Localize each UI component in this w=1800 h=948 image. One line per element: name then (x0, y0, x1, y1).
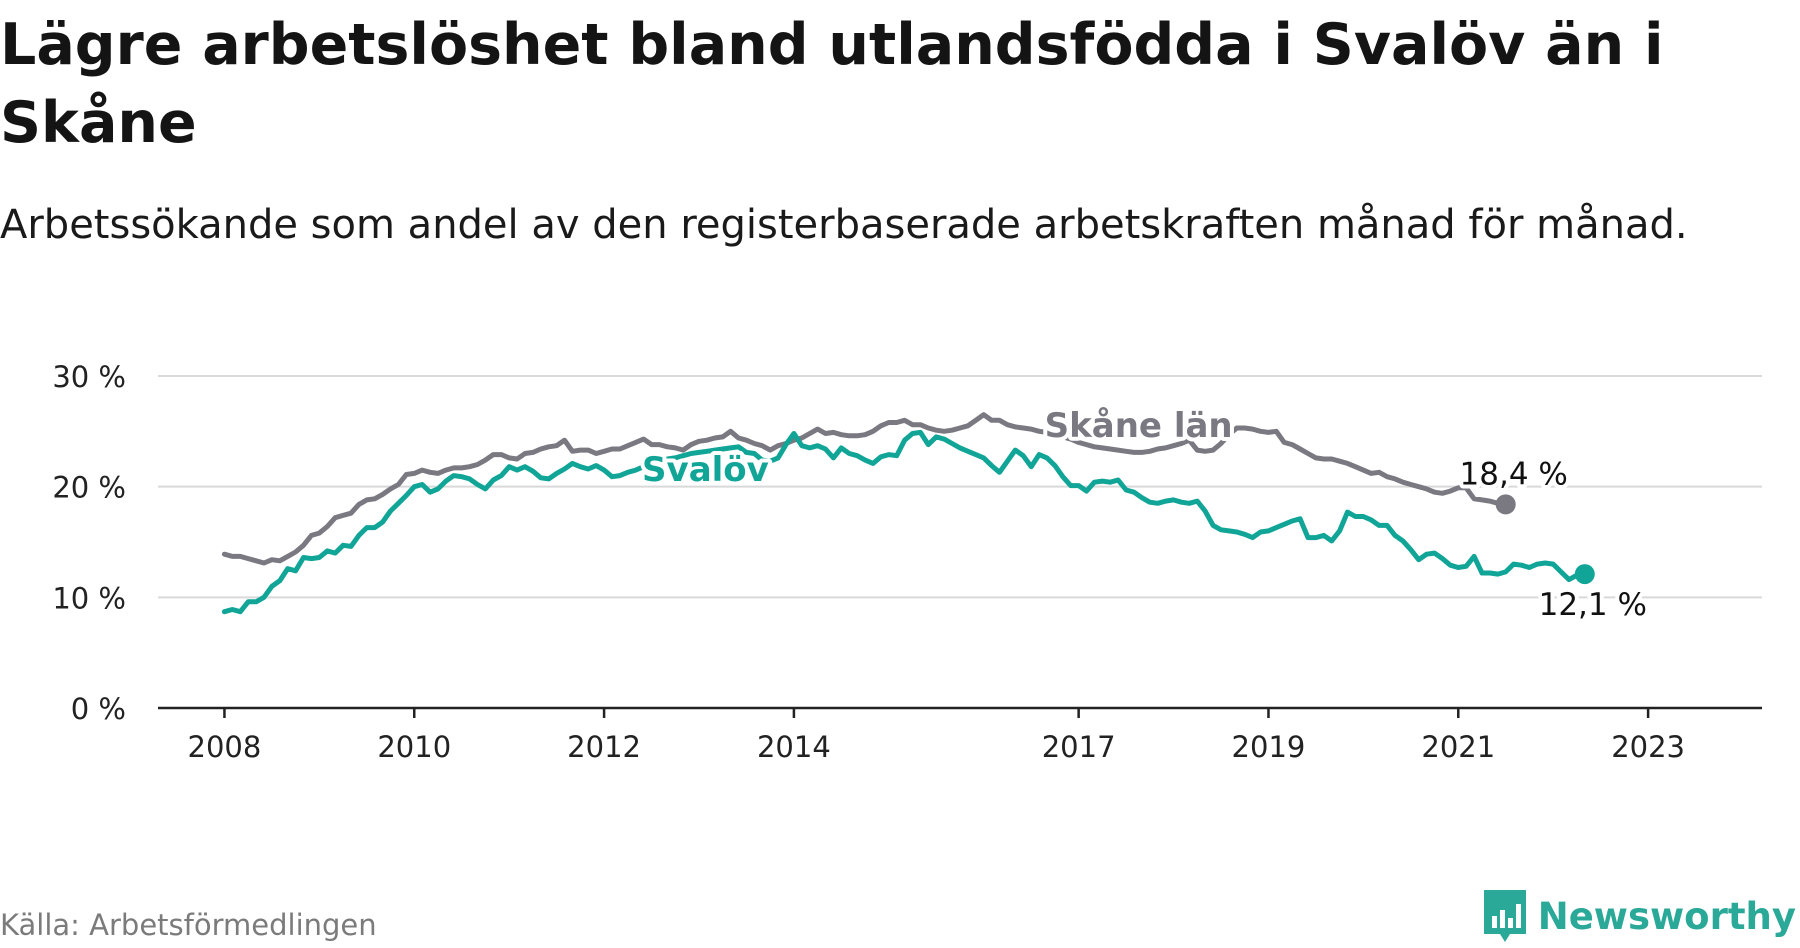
end-value-svalov: 12,1 % (1539, 587, 1647, 623)
x-tick-label: 2017 (1042, 730, 1116, 764)
end-value-skane-lan: 18,4 % (1460, 456, 1568, 492)
newsworthy-logo-icon (1483, 890, 1526, 942)
chart-subtitle: Arbetssökande som andel av den registerb… (0, 202, 1688, 248)
skane-lan-line-end-dot (1495, 494, 1516, 515)
chart-title: Lägre arbetslöshet bland utlandsfödda i … (0, 12, 1664, 156)
label-svalov-halo: Svalöv (642, 450, 769, 490)
source-note: Källa: Arbetsförmedlingen (0, 908, 377, 942)
label-skane-lan: Skåne län (1045, 406, 1233, 446)
x-tick-label: 2021 (1421, 730, 1495, 764)
x-tick-label: 2010 (377, 730, 451, 764)
y-tick-label: 10 % (52, 581, 126, 615)
label-svalov: Svalöv (642, 450, 769, 490)
skane-lan-line (221, 412, 1509, 566)
series-lines (221, 412, 1595, 615)
x-tick-label: 2023 (1611, 730, 1685, 764)
label-skane-lan-halo: Skåne län (1045, 406, 1233, 446)
x-tick-label: 2019 (1232, 730, 1306, 764)
x-tick-label: 2008 (188, 730, 262, 764)
y-tick-labels: 0 % 10 % 20 % 30 % (52, 360, 126, 726)
x-axis-ticks: 2008 2010 2012 2014 2017 2019 2021 2023 (188, 708, 1685, 764)
x-tick-label: 2012 (567, 730, 641, 764)
end-value-svalov-halo: 12,1 % (1539, 587, 1647, 623)
end-value-skane-lan-halo: 18,4 % (1460, 456, 1568, 492)
y-tick-label: 30 % (52, 360, 126, 394)
brand-logo[interactable]: Newsworthy (1482, 886, 1796, 946)
y-tick-label: 20 % (52, 471, 126, 505)
svalov-line-end-dot (1574, 564, 1595, 585)
x-tick-label: 2014 (757, 730, 831, 764)
y-tick-label: 0 % (71, 692, 126, 726)
svalov-line (221, 429, 1588, 615)
brand-name: Newsworthy (1537, 894, 1796, 938)
